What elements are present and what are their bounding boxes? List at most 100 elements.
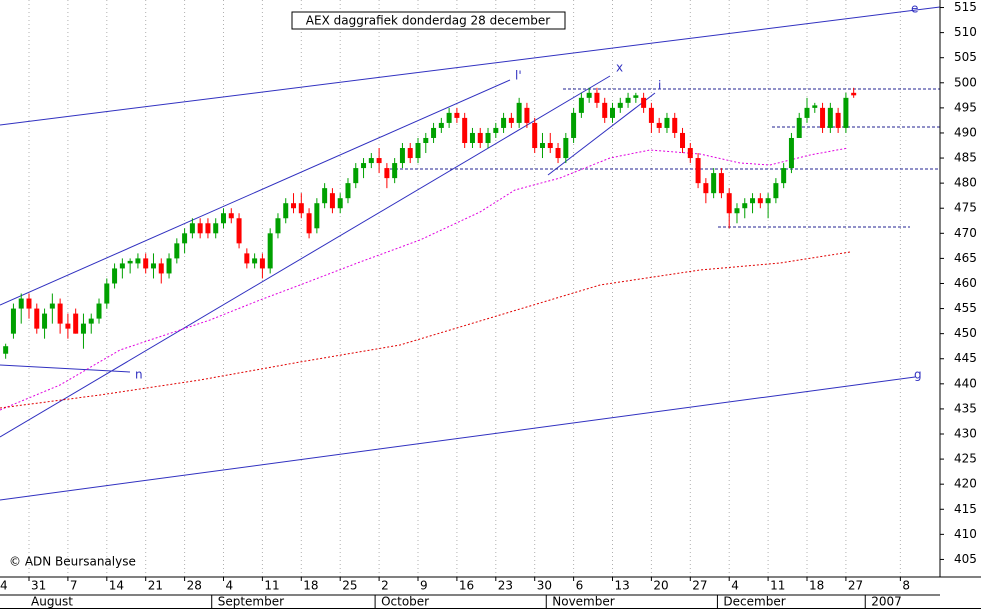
trend-line xyxy=(0,6,940,126)
candle-body xyxy=(73,313,79,334)
candle-body xyxy=(143,258,149,269)
title-box xyxy=(291,11,566,30)
candle-body xyxy=(314,203,320,229)
moving-average xyxy=(0,251,851,409)
x-tick-label: 18 xyxy=(809,579,824,593)
y-tick-label: 430 xyxy=(954,427,977,441)
candle-body xyxy=(812,105,818,108)
candle-body xyxy=(3,346,9,354)
y-tick-label: 420 xyxy=(954,477,977,491)
x-tick-label: 2 xyxy=(381,579,389,593)
candle-body xyxy=(415,142,421,159)
y-tick-label: 405 xyxy=(954,552,977,566)
candle-body xyxy=(571,112,577,138)
candle-body xyxy=(516,102,522,123)
candle-body xyxy=(680,132,686,149)
candle-body xyxy=(695,158,701,184)
candle-body xyxy=(392,163,398,179)
candle-body xyxy=(820,107,826,128)
candle-body xyxy=(361,163,367,169)
candle-body xyxy=(399,148,405,164)
annotation: i xyxy=(658,79,661,93)
candle-body xyxy=(26,298,32,309)
candle-body xyxy=(384,168,390,179)
candle-body xyxy=(843,97,849,128)
candle-body xyxy=(267,233,273,269)
candle-body xyxy=(259,258,265,269)
candle-body xyxy=(687,148,693,159)
candle-body xyxy=(757,198,763,204)
candle-body xyxy=(189,223,195,234)
x-tick-label: 27 xyxy=(848,579,863,593)
candle-body xyxy=(252,258,258,264)
candle-body xyxy=(322,188,328,204)
candle-body xyxy=(34,308,40,329)
y-tick-label: 440 xyxy=(954,376,977,390)
y-tick-label: 460 xyxy=(954,276,977,290)
candle-body xyxy=(656,122,662,128)
candle-body xyxy=(625,97,631,103)
candle-body xyxy=(711,173,717,194)
x-tick-label: 28 xyxy=(187,579,202,593)
candle-body xyxy=(648,107,654,123)
drawings xyxy=(0,6,940,501)
candle-body xyxy=(641,97,647,108)
y-tick-label: 470 xyxy=(954,226,977,240)
candle-body xyxy=(205,223,211,234)
candle-body xyxy=(236,218,242,244)
candle-body xyxy=(462,117,468,143)
candle-body xyxy=(617,102,623,108)
y-tick-label: 465 xyxy=(954,251,977,265)
candle-body xyxy=(283,203,289,219)
candle-body xyxy=(477,132,483,143)
candle-body xyxy=(174,243,180,259)
x-tick-label: 20 xyxy=(653,579,668,593)
candle-body xyxy=(18,298,24,309)
candle-body xyxy=(578,97,584,113)
candle-body xyxy=(298,203,304,214)
trend-line xyxy=(0,75,611,438)
y-tick-label: 410 xyxy=(954,527,977,541)
y-tick-label: 435 xyxy=(954,401,977,415)
candle-body xyxy=(407,148,413,159)
x-tick-label: 21 xyxy=(148,579,163,593)
candle-body xyxy=(742,203,748,209)
x-tick-label: 18 xyxy=(303,579,318,593)
candle-body xyxy=(213,223,219,234)
candle-body xyxy=(65,323,71,329)
candle-body xyxy=(851,92,857,96)
x-tick-label: 7 xyxy=(70,579,78,593)
candle-body xyxy=(750,198,756,204)
x-tick-label: 23 xyxy=(498,579,513,593)
month-label: 2007 xyxy=(871,595,902,609)
month-label: December xyxy=(723,595,785,609)
y-tick-label: 415 xyxy=(954,502,977,516)
candle-body xyxy=(275,218,281,234)
candle-body xyxy=(88,318,94,324)
x-tick-label: 30 xyxy=(537,579,552,593)
annotation: l' xyxy=(515,69,522,83)
candle-body xyxy=(493,127,499,133)
x-tick-label: 31 xyxy=(31,579,46,593)
candle-body xyxy=(827,107,833,128)
annotation: n xyxy=(135,368,143,382)
candle-body xyxy=(112,268,118,284)
trend-line xyxy=(0,376,916,501)
candle-body xyxy=(353,168,359,184)
x-tick-label: 4 xyxy=(731,579,739,593)
annotation: e xyxy=(911,2,918,16)
candle-body xyxy=(368,158,374,164)
x-tick-label: 6 xyxy=(576,579,584,593)
candles xyxy=(3,87,857,359)
x-tick-label: 11 xyxy=(264,579,279,593)
candle-body xyxy=(664,117,670,128)
month-label: September xyxy=(218,595,284,609)
candle-body xyxy=(150,263,156,269)
candle-body xyxy=(446,112,452,123)
x-tick-label: 13 xyxy=(615,579,630,593)
x-tick-label: 27 xyxy=(692,579,707,593)
x-tick-label: 14 xyxy=(109,579,124,593)
candle-body xyxy=(501,117,507,128)
